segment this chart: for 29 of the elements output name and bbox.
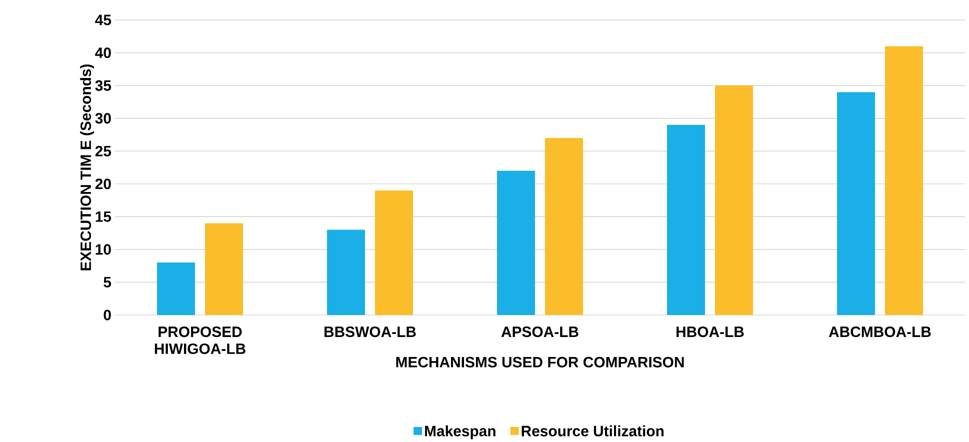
x-tick-label: PROPOSED HIWIGOA-LB <box>154 326 246 354</box>
x-tick-label: APSOA-LB <box>501 326 578 338</box>
x-tick-label: BBSWOA-LB <box>324 326 416 338</box>
bar <box>715 86 754 316</box>
bar <box>885 46 924 316</box>
bar <box>837 92 876 316</box>
y-tick-label: 35 <box>95 80 112 92</box>
y-tick-label: 20 <box>95 178 111 190</box>
y-tick-label: 45 <box>95 14 112 26</box>
y-tick-label: 5 <box>104 277 112 288</box>
bar <box>157 262 196 316</box>
legend-label: Makespan <box>425 426 496 440</box>
bar <box>375 190 414 316</box>
y-tick-label: 15 <box>96 212 112 222</box>
x-tick-label: HBOA-LB <box>676 326 744 338</box>
y-tick-label: 0 <box>104 310 111 320</box>
legend-label: Resource Utilization <box>522 426 664 437</box>
bar <box>497 170 536 316</box>
y-tick-label: 40 <box>95 48 111 58</box>
x-tick-label: ABCMBOA-LB <box>828 326 931 338</box>
bar <box>205 223 244 316</box>
y-tick-label: 30 <box>95 113 111 124</box>
y-tick-label: 25 <box>95 146 112 157</box>
y-axis-title: EXECUTION TIM E (Seconds) <box>80 64 94 270</box>
y-tick-label: 10 <box>96 244 111 255</box>
bar <box>667 125 706 316</box>
x-axis-title: MECHANISMS USED FOR COMPARISON <box>396 357 684 368</box>
bar <box>327 230 366 316</box>
bar <box>545 138 584 316</box>
